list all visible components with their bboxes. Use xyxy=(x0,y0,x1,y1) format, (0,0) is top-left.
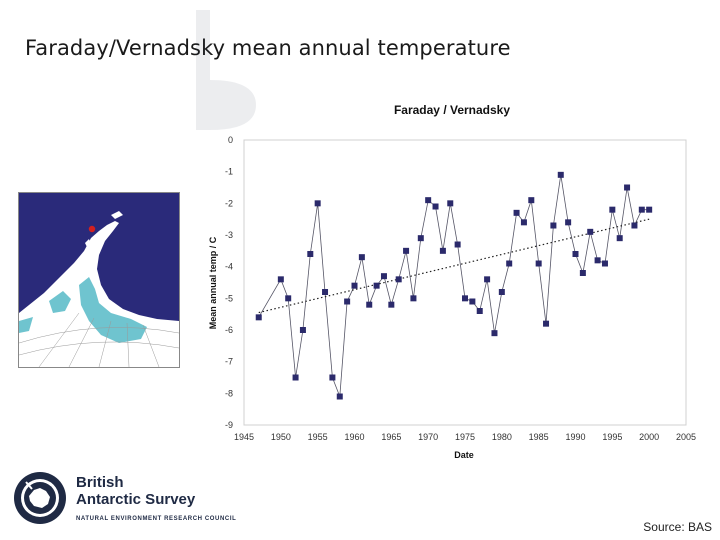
x-axis: 1945 1950 1955 1960 1965 1970 1975 1980 1985 1990… xyxy=(234,432,696,442)
data-point xyxy=(484,276,491,283)
logo-line-2: Antarctic Survey xyxy=(76,491,196,508)
faraday-station-marker xyxy=(88,225,96,233)
y-tick-label: -1 xyxy=(225,167,233,177)
x-tick-label: 1975 xyxy=(455,432,475,442)
y-tick-label: -3 xyxy=(225,230,233,240)
y-tick-label: -8 xyxy=(225,388,233,398)
data-point xyxy=(388,301,395,308)
y-axis: 0 -1 -2 -3 -4 -5 -6 -7 -8 -9 xyxy=(225,135,233,430)
data-point xyxy=(609,206,616,213)
data-point xyxy=(366,301,373,308)
data-point xyxy=(314,200,321,207)
bas-emblem-icon xyxy=(14,472,66,524)
plot-area xyxy=(243,139,687,426)
data-point xyxy=(358,254,365,261)
bas-logo: British Antarctic Survey NATURAL ENVIRON… xyxy=(12,470,252,526)
data-point xyxy=(322,289,329,295)
data-point xyxy=(344,298,351,305)
x-tick-label: 1970 xyxy=(418,432,438,442)
y-tick-label: -7 xyxy=(225,357,233,367)
x-axis-label: Date xyxy=(454,450,474,460)
data-point xyxy=(572,251,579,257)
data-point xyxy=(395,276,402,283)
data-point xyxy=(425,197,432,204)
data-point xyxy=(543,320,550,327)
antarctic-peninsula-map xyxy=(18,192,180,368)
data-point xyxy=(277,276,284,283)
x-tick-label: 1990 xyxy=(565,432,585,442)
data-point xyxy=(631,222,638,229)
data-point xyxy=(447,200,454,207)
x-tick-label: 1995 xyxy=(602,432,622,442)
data-point xyxy=(557,171,564,178)
data-point xyxy=(454,241,461,248)
y-tick-label: -6 xyxy=(225,325,233,335)
data-point xyxy=(439,247,446,254)
data-point xyxy=(565,219,572,226)
data-point xyxy=(476,308,483,314)
x-tick-label: 1950 xyxy=(271,432,291,442)
temperature-series-line xyxy=(258,174,650,397)
data-point xyxy=(410,295,417,302)
data-point xyxy=(616,235,623,242)
logo-subtitle: NATURAL ENVIRONMENT RESEARCH COUNCIL xyxy=(76,516,237,522)
data-point xyxy=(506,260,513,267)
data-point xyxy=(638,206,645,213)
x-tick-label: 1960 xyxy=(344,432,364,442)
data-point xyxy=(292,374,299,381)
data-point xyxy=(462,295,468,302)
watermark-graphic xyxy=(196,10,256,130)
y-tick-label: 0 xyxy=(228,135,233,145)
data-point xyxy=(498,289,505,295)
data-point xyxy=(520,219,527,226)
data-point xyxy=(587,228,594,235)
x-tick-label: 1945 xyxy=(234,432,254,442)
data-point xyxy=(336,393,343,400)
data-point xyxy=(469,298,476,305)
x-tick-label: 1980 xyxy=(492,432,512,442)
chart-title: Faraday / Vernadsky xyxy=(394,103,510,117)
data-point xyxy=(550,222,557,229)
slide-title: Faraday/Vernadsky mean annual temperatur… xyxy=(25,36,511,60)
data-point xyxy=(535,260,542,267)
data-point xyxy=(329,374,336,381)
y-tick-label: -2 xyxy=(225,198,233,208)
source-note: Source: BAS xyxy=(643,520,712,534)
data-point xyxy=(380,273,387,280)
x-tick-label: 1985 xyxy=(529,432,549,442)
y-tick-label: -4 xyxy=(225,262,233,272)
data-point xyxy=(299,327,306,333)
x-tick-label: 1955 xyxy=(308,432,328,442)
data-point xyxy=(285,295,292,302)
data-point xyxy=(624,184,631,191)
data-point xyxy=(594,257,601,264)
data-series xyxy=(255,171,653,400)
x-tick-label: 2005 xyxy=(676,432,696,442)
x-tick-label: 2000 xyxy=(639,432,659,442)
data-point xyxy=(373,282,380,289)
data-point xyxy=(403,247,410,254)
data-point xyxy=(601,260,608,267)
data-point xyxy=(351,282,358,289)
logo-line-1: British xyxy=(76,474,124,491)
data-point xyxy=(432,203,439,210)
data-point xyxy=(491,330,498,337)
data-point xyxy=(646,206,653,213)
y-tick-label: -5 xyxy=(225,293,233,303)
data-point xyxy=(579,270,586,276)
y-axis-label: Mean annual temp / C xyxy=(208,236,218,329)
x-tick-label: 1965 xyxy=(381,432,401,442)
y-tick-label: -9 xyxy=(225,420,233,430)
temperature-chart: Faraday / Vernadsky 0-1-2-3-4-5-6-7-8-9 … xyxy=(208,103,696,460)
data-point xyxy=(513,209,520,216)
data-point xyxy=(255,314,262,321)
trend-line xyxy=(258,218,650,314)
data-point xyxy=(417,235,424,242)
data-point xyxy=(528,197,535,204)
data-point xyxy=(307,251,314,257)
